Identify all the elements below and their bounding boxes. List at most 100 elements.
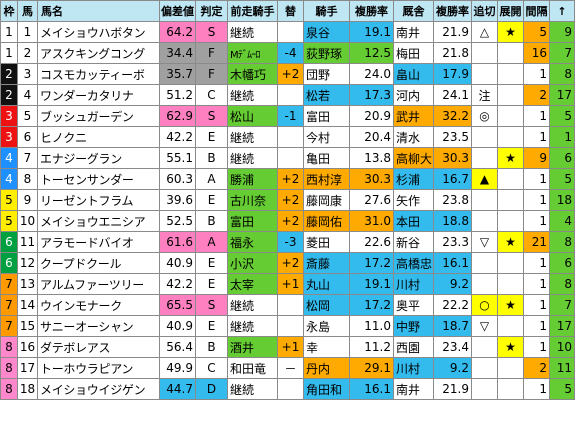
jockey-rate: 19.1: [349, 21, 394, 43]
weight-change: [277, 315, 304, 337]
up-value: 8: [549, 63, 575, 85]
trainer-rate: 16.7: [433, 168, 472, 190]
waku-cell: 7: [0, 315, 18, 337]
jockey: 西村淳: [303, 168, 350, 190]
interval: 1: [523, 336, 550, 358]
waku-cell: 3: [0, 126, 18, 148]
deviation-value: 62.9: [159, 105, 196, 127]
grade: S: [195, 105, 228, 127]
horse-number: 5: [17, 105, 38, 127]
prev-jockey: 継続: [227, 294, 278, 316]
trainer-rate: 21.9: [433, 378, 472, 400]
oikiri-mark: ▽: [471, 231, 498, 253]
trainer: 南井: [393, 378, 434, 400]
grade: E: [195, 273, 228, 295]
header-waku: 枠: [0, 0, 18, 22]
prev-jockey: 太宰: [227, 273, 278, 295]
deviation-value: 52.5: [159, 210, 196, 232]
grade: E: [195, 315, 228, 337]
horse-number: 6: [17, 126, 38, 148]
oikiri-mark: [471, 357, 498, 379]
trainer: 河内: [393, 84, 434, 106]
interval: 2: [523, 84, 550, 106]
deviation-value: 49.9: [159, 357, 196, 379]
grade: B: [195, 147, 228, 169]
up-value: 10: [549, 336, 575, 358]
interval: 1: [523, 168, 550, 190]
waku-cell: 7: [0, 294, 18, 316]
deviation-value: 40.9: [159, 252, 196, 274]
prev-jockey: 継続: [227, 315, 278, 337]
header-row: 枠 馬 馬名 偏差値 判定 前走騎手 替 騎手 複勝率 厩舎 複勝率 追切 展開…: [0, 0, 575, 22]
oikiri-mark: [471, 336, 498, 358]
grade: B: [195, 336, 228, 358]
jockey-rate: 24.0: [349, 63, 394, 85]
jockey-rate: 20.4: [349, 126, 394, 148]
horse-number: 2: [17, 42, 38, 64]
header-jockey-rate: 複勝率: [349, 0, 394, 22]
jockey-rate: 17.3: [349, 84, 394, 106]
tenkai-mark: [497, 210, 524, 232]
horse-name: ブッシュガーデン: [37, 105, 160, 127]
up-value: 5: [549, 105, 575, 127]
trainer: 奥平: [393, 294, 434, 316]
prev-jockey: 和田竜: [227, 357, 278, 379]
up-value: 9: [549, 21, 575, 43]
grade: E: [195, 126, 228, 148]
horse-number: 3: [17, 63, 38, 85]
waku-cell: 3: [0, 105, 18, 127]
horse-number: 14: [17, 294, 38, 316]
trainer-rate: 16.1: [433, 252, 472, 274]
horse-name: ダテボレアス: [37, 336, 160, 358]
tenkai-mark: [497, 42, 524, 64]
jockey: 松若: [303, 84, 350, 106]
table-row: 6 12 クープドクール 40.9 E 小沢 +2 斎藤 17.2 高橋忠 16.1 1 6: [0, 252, 575, 274]
horse-number: 4: [17, 84, 38, 106]
tenkai-mark: [497, 84, 524, 106]
waku-cell: 4: [0, 168, 18, 190]
header-tenkai: 展開: [497, 0, 524, 22]
jockey: 幸: [303, 336, 350, 358]
grade: A: [195, 231, 228, 253]
waku-cell: 4: [0, 147, 18, 169]
jockey-rate: 22.6: [349, 231, 394, 253]
trainer-rate: 23.5: [433, 126, 472, 148]
weight-change: [277, 84, 304, 106]
trainer: 清水: [393, 126, 434, 148]
table-row: 2 4 ワンダーカタリナ 51.2 C 継続 松若 17.3 河内 24.1 注 2 17: [0, 84, 575, 106]
tenkai-mark: [497, 357, 524, 379]
trainer-rate: 32.2: [433, 105, 472, 127]
horse-number: 1: [17, 21, 38, 43]
prev-jockey: 継続: [227, 84, 278, 106]
oikiri-mark: [471, 126, 498, 148]
trainer: 梅田: [393, 42, 434, 64]
horse-name: アラモードバイオ: [37, 231, 160, 253]
oikiri-mark: [471, 378, 498, 400]
grade: C: [195, 357, 228, 379]
weight-change: [277, 294, 304, 316]
tenkai-mark: ★: [497, 336, 524, 358]
header-up: ↑: [549, 0, 575, 22]
deviation-value: 65.5: [159, 294, 196, 316]
up-value: 8: [549, 273, 575, 295]
jockey-rate: 20.9: [349, 105, 394, 127]
prev-jockey: Mﾃﾞﾑｰﾛ: [227, 42, 278, 64]
up-value: 11: [549, 357, 575, 379]
header-horse-name: 馬名: [37, 0, 160, 22]
horse-name: メイショウエニシア: [37, 210, 160, 232]
horse-number: 12: [17, 252, 38, 274]
trainer-rate: 23.3: [433, 231, 472, 253]
header-deviation: 偏差値: [159, 0, 196, 22]
header-jockey: 騎手: [303, 0, 350, 22]
horse-number: 18: [17, 378, 38, 400]
weight-change: +2: [277, 63, 304, 85]
prev-jockey: 松山: [227, 105, 278, 127]
deviation-value: 42.2: [159, 126, 196, 148]
horse-name: アルムファーツリー: [37, 273, 160, 295]
table-row: 1 2 アスクキングコング 34.4 F Mﾃﾞﾑｰﾛ -4 荻野琢 12.5 梅田 21.8 16 7: [0, 42, 575, 64]
oikiri-mark: 注: [471, 84, 498, 106]
grade: S: [195, 294, 228, 316]
prev-jockey: 福永: [227, 231, 278, 253]
weight-change: +2: [277, 189, 304, 211]
tenkai-mark: [497, 63, 524, 85]
